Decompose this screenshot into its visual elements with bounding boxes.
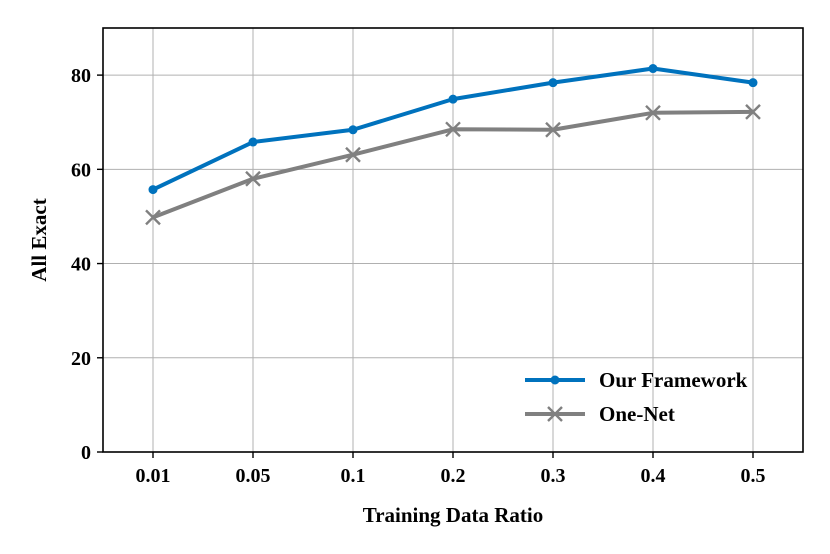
data-point-our-framework <box>248 137 258 147</box>
legend-label-our-framework: Our Framework <box>599 368 748 392</box>
data-point-one-net <box>445 121 461 138</box>
x-tick-label: 0.01 <box>136 465 171 487</box>
y-tick-label: 80 <box>71 65 91 87</box>
data-point-our-framework <box>748 78 758 88</box>
x-axis-label: Training Data Ratio <box>363 503 543 527</box>
y-tick-label: 20 <box>71 348 91 370</box>
axis-ticks: 0.01 0.05 0.1 0.2 0.3 0.4 0.5 0 20 40 60 80 <box>71 65 766 487</box>
legend-item-our-framework: Our Framework <box>525 368 748 392</box>
data-point-one-net <box>545 121 561 138</box>
data-point-one-net <box>745 104 761 120</box>
x-tick-label: 0.3 <box>541 465 566 487</box>
grid-lines <box>103 28 803 453</box>
legend: Our Framework One-Net <box>525 368 748 426</box>
series-layer <box>145 64 761 226</box>
legend-marker-our-framework <box>550 375 560 385</box>
data-point-one-net <box>245 170 261 187</box>
x-tick-label: 0.2 <box>441 465 466 487</box>
x-tick-label: 0.1 <box>341 465 366 487</box>
data-point-our-framework <box>648 64 658 74</box>
legend-item-one-net: One-Net <box>525 402 675 426</box>
data-point-our-framework <box>148 185 158 195</box>
data-point-one-net <box>645 104 661 121</box>
y-axis-label: All Exact <box>27 198 51 281</box>
x-tick-label: 0.4 <box>641 465 666 487</box>
y-tick-label: 0 <box>81 442 91 464</box>
data-point-our-framework <box>548 78 558 88</box>
data-point-our-framework <box>448 94 458 104</box>
data-point-our-framework <box>348 125 358 135</box>
x-tick-label: 0.05 <box>236 465 271 487</box>
y-tick-label: 60 <box>71 159 91 181</box>
x-tick-label: 0.5 <box>741 465 766 487</box>
legend-label-one-net: One-Net <box>599 402 675 426</box>
data-point-one-net <box>345 146 361 163</box>
data-point-one-net <box>145 209 161 226</box>
legend-marker-one-net <box>547 406 563 422</box>
y-tick-label: 40 <box>71 254 91 276</box>
